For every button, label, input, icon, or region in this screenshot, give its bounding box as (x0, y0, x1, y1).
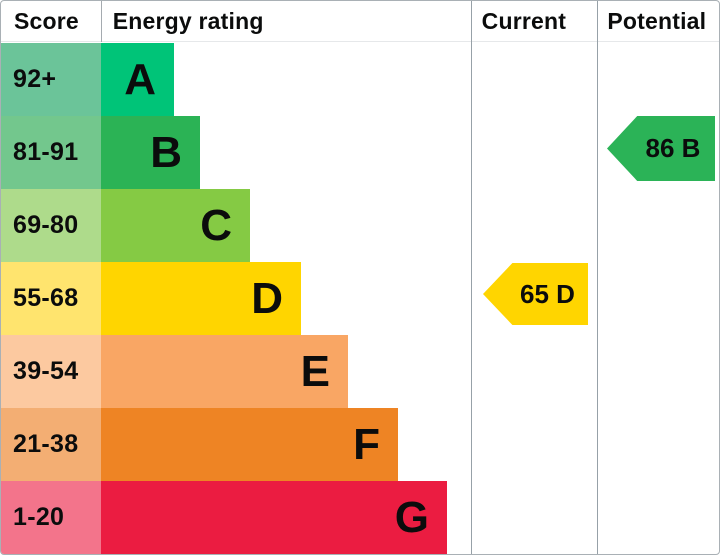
score-header-divider (101, 1, 102, 42)
band-rows: 92+ A 81-91 B 69-80 C 55-68 D 39-54 E 21… (1, 43, 471, 554)
band-letter: B (150, 127, 182, 177)
score-column-header: Score (14, 7, 79, 34)
chart-header: Score Energy rating Current Potential (1, 1, 719, 42)
current-column-divider (471, 1, 472, 554)
band-row-b: 81-91 B (1, 116, 471, 189)
band-row-d: 55-68 D (1, 262, 471, 335)
rating-bar-b: B (101, 116, 200, 189)
current-rating-label: 65 D (520, 278, 575, 309)
potential-rating-label: 86 B (645, 133, 701, 163)
band-row-f: 21-38 F (1, 408, 471, 481)
score-range: 21-38 (1, 408, 101, 481)
current-column-header: Current (481, 7, 567, 34)
band-row-c: 69-80 C (1, 189, 471, 262)
band-letter: A (124, 54, 156, 104)
potential-column-divider (597, 1, 598, 554)
rating-bar-g: G (101, 481, 447, 554)
score-range: 81-91 (1, 116, 101, 189)
current-rating-arrow: 65 D (483, 263, 588, 325)
potential-column-header: Potential (607, 7, 707, 34)
potential-rating-arrow: 86 B (607, 116, 715, 181)
band-letter: D (251, 273, 283, 323)
rating-bar-c: C (101, 189, 250, 262)
score-range: 69-80 (1, 189, 101, 262)
band-letter: F (353, 419, 380, 469)
band-row-g: 1-20 G (1, 481, 471, 554)
energy-rating-column-header: Energy rating (112, 7, 264, 34)
rating-bar-d: D (101, 262, 301, 335)
rating-bar-f: F (101, 408, 398, 481)
rating-bar-a: A (101, 43, 174, 116)
score-range: 39-54 (1, 335, 101, 408)
band-row-e: 39-54 E (1, 335, 471, 408)
score-range: 1-20 (1, 481, 101, 554)
band-letter: C (200, 200, 232, 250)
band-letter: G (394, 492, 429, 542)
score-range: 92+ (1, 43, 101, 116)
rating-bar-e: E (101, 335, 348, 408)
band-row-a: 92+ A (1, 43, 471, 116)
score-range: 55-68 (1, 262, 101, 335)
band-letter: E (300, 346, 330, 396)
